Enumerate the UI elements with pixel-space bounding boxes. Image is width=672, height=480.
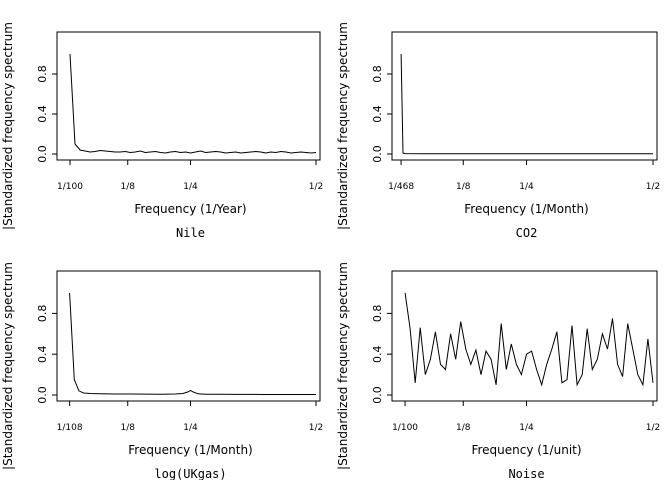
- y-axis-title: |Standardized frequency spectrum: [1, 22, 15, 230]
- x-tick-label: 1/100: [392, 423, 418, 433]
- x-tick-label: 1/4: [183, 182, 198, 192]
- x-axis-title: Frequency (1/Year): [134, 202, 246, 216]
- x-tick-label: 1/4: [183, 423, 198, 433]
- y-tick-label: 0.4: [371, 345, 384, 363]
- y-tick-label: 0.8: [371, 305, 384, 323]
- x-axis-title: Frequency (1/Month): [128, 443, 252, 457]
- series-line: [404, 292, 654, 387]
- x-tick-label: 1/2: [646, 423, 660, 433]
- chart-caption: log(UKgas): [154, 467, 226, 480]
- x-tick-label: 1/468: [388, 182, 414, 192]
- y-tick-label: 0.0: [36, 145, 49, 163]
- chart-caption: Noise: [508, 467, 544, 480]
- y-tick-label: 0.0: [371, 386, 384, 404]
- series-line: [69, 292, 316, 395]
- x-tick-label: 1/4: [519, 182, 534, 192]
- chart-panel-bottom-left: 0.0 0.4 0.8 1/108 1/8 1/4 1/2 Frequency (1/Mont…: [1, 262, 323, 480]
- y-axis-title: |Standardized frequency spectrum: [336, 22, 350, 230]
- y-tick-label: 0.4: [371, 105, 384, 123]
- x-tick-label: 1/100: [57, 182, 83, 192]
- y-axis-title: |Standardized frequency spectrum: [1, 262, 15, 470]
- plot-frame: [391, 31, 658, 161]
- x-axis-title: Frequency (1/unit): [471, 443, 581, 457]
- y-tick-label: 0.4: [36, 345, 49, 363]
- x-tick-label: 1/2: [309, 182, 323, 192]
- y-tick-label: 0.0: [36, 386, 49, 404]
- chart-caption: CO2: [516, 226, 538, 240]
- y-tick-label: 0.8: [371, 65, 384, 83]
- chart-panel-top-left: 0.0 0.4 0.8 1/100 1/8 1/4 1/2 Frequency (1/Year…: [1, 22, 323, 240]
- series-line: [400, 53, 653, 155]
- plot-frame: [391, 270, 658, 402]
- x-axis-title: Frequency (1/Month): [464, 202, 588, 216]
- x-tick-label: 1/8: [456, 182, 471, 192]
- chart-caption: Nile: [176, 226, 205, 240]
- chart-panel-top-right: 0.0 0.4 0.8 1/468 1/8 1/4 1/2 Frequency (1/Mont…: [336, 22, 660, 240]
- y-tick-label: 0.4: [36, 105, 49, 123]
- x-tick-label: 1/2: [309, 423, 323, 433]
- y-axis-title: |Standardized frequency spectrum: [336, 262, 350, 470]
- chart-panel-bottom-right: 0.0 0.4 0.8 1/100 1/8 1/4 1/2 Frequency (1/unit…: [336, 262, 660, 480]
- x-tick-label: 1/8: [121, 182, 136, 192]
- x-tick-label: 1/8: [456, 423, 471, 433]
- x-tick-label: 1/4: [519, 423, 534, 433]
- series-line: [69, 53, 317, 154]
- plot-frame: [56, 31, 321, 161]
- x-tick-label: 1/8: [121, 423, 136, 433]
- y-tick-label: 0.0: [371, 145, 384, 163]
- x-tick-label: 1/108: [57, 423, 83, 433]
- y-tick-label: 0.8: [36, 65, 49, 83]
- y-tick-label: 0.8: [36, 305, 49, 323]
- plot-frame: [56, 270, 321, 402]
- x-tick-label: 1/2: [646, 182, 660, 192]
